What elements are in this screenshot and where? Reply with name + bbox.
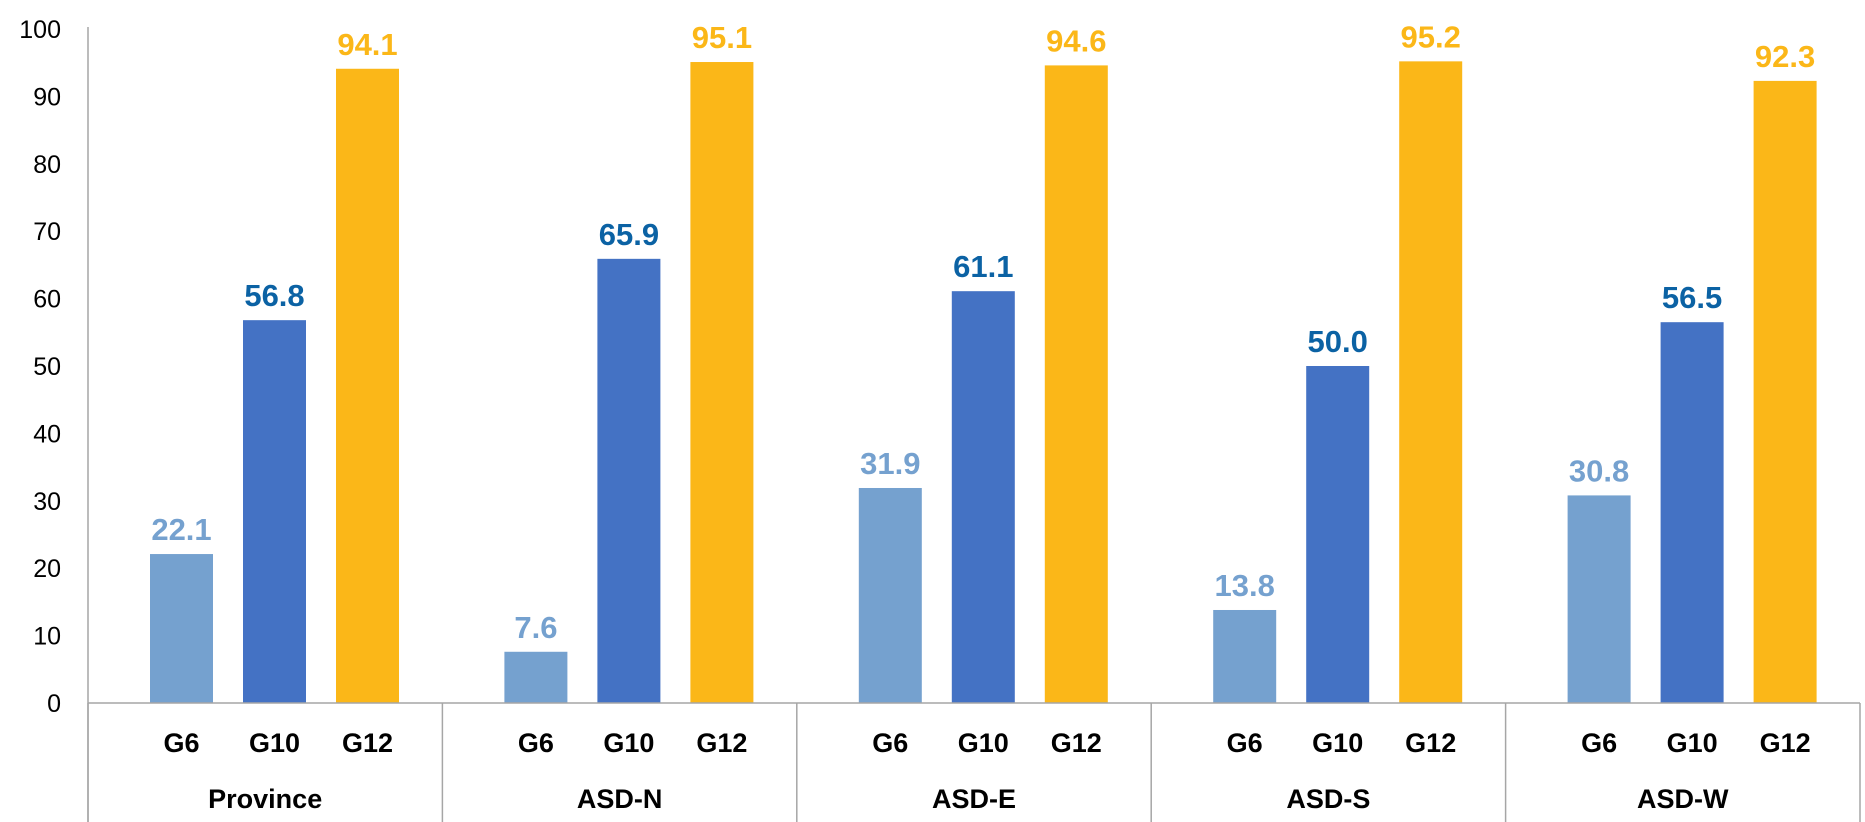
- x-tick-label: G12: [1760, 728, 1811, 758]
- data-label: 31.9: [860, 446, 920, 481]
- bar-g12-asd-s: [1399, 61, 1463, 704]
- bar-g6-asd-e: [858, 487, 922, 703]
- bar-g6-asd-w: [1567, 495, 1631, 703]
- x-tick-label: G10: [603, 728, 654, 758]
- data-label: 13.8: [1215, 568, 1275, 603]
- x-tick-label: G6: [163, 728, 199, 758]
- x-axis: G6 G10 G12 Province G6 G10 G12 ASD-N G6 G10 G12 ASD…: [87, 702, 1861, 822]
- x-tick-label: G6: [518, 728, 554, 758]
- data-label: 95.2: [1401, 19, 1461, 54]
- bar-g6-asd-n: [504, 651, 568, 703]
- x-tick-label: G10: [958, 728, 1009, 758]
- y-tick-label: 100: [19, 16, 61, 44]
- bar-g10-asd-e: [951, 291, 1015, 703]
- y-tick-label: 90: [33, 83, 61, 111]
- data-label: 56.5: [1662, 280, 1722, 315]
- y-axis: 0 10 20 30 40 50 60 70 80 90 100: [19, 16, 89, 822]
- y-tick-label: 30: [33, 488, 61, 516]
- bar-g10-asd-s: [1306, 366, 1370, 703]
- group-label: Province: [208, 784, 322, 814]
- y-tick-label: 70: [33, 218, 61, 246]
- group-label: ASD-E: [932, 784, 1016, 814]
- x-tick-label: G12: [696, 728, 747, 758]
- data-label: 50.0: [1308, 324, 1368, 359]
- data-label: 92.3: [1755, 39, 1815, 74]
- x-tick-label: G12: [1051, 728, 1102, 758]
- data-label: 7.6: [514, 610, 557, 645]
- bar-g10-asd-w: [1660, 322, 1724, 703]
- group-label: ASD-W: [1637, 784, 1729, 814]
- y-tick-label: 60: [33, 286, 61, 314]
- bar-g10-province: [243, 320, 306, 703]
- data-label: 30.8: [1569, 453, 1629, 488]
- bar-g12-asd-w: [1753, 80, 1817, 703]
- bar-g6-province: [150, 554, 213, 703]
- x-tick-label: G10: [1667, 728, 1718, 758]
- y-tick-label: 40: [33, 420, 61, 448]
- x-tick-label: G10: [1312, 728, 1363, 758]
- bars: [150, 61, 1817, 704]
- bar-g12-asd-n: [690, 62, 754, 703]
- data-label: 56.8: [244, 278, 304, 313]
- y-tick-label: 10: [33, 623, 61, 651]
- x-tick-label: G6: [872, 728, 908, 758]
- data-label: 94.1: [337, 27, 397, 62]
- group-label: ASD-S: [1286, 784, 1370, 814]
- x-tick-label: G12: [1405, 728, 1456, 758]
- x-tick-label: G6: [1227, 728, 1263, 758]
- data-labels: 22.1 56.8 94.1 7.6 65.9 95.1 31.9 61.1 94.6 13.8 5…: [151, 19, 1815, 644]
- y-tick-label: 0: [47, 690, 61, 718]
- bar-g12-province: [336, 68, 399, 704]
- x-tick-label: G6: [1581, 728, 1617, 758]
- y-tick-label: 20: [33, 555, 61, 583]
- x-tick-label: G10: [249, 728, 300, 758]
- y-tick-label: 50: [33, 353, 61, 381]
- group-label: ASD-N: [577, 784, 663, 814]
- bar-g12-asd-e: [1044, 65, 1108, 704]
- data-label: 22.1: [151, 512, 211, 547]
- bar-g6-asd-s: [1213, 609, 1277, 703]
- data-label: 61.1: [953, 249, 1013, 284]
- data-label: 95.1: [692, 20, 752, 55]
- x-tick-label: G12: [342, 728, 393, 758]
- data-label: 94.6: [1046, 23, 1106, 58]
- data-label: 65.9: [599, 217, 659, 252]
- y-tick-label: 80: [33, 151, 61, 179]
- bar-g10-asd-n: [597, 258, 661, 703]
